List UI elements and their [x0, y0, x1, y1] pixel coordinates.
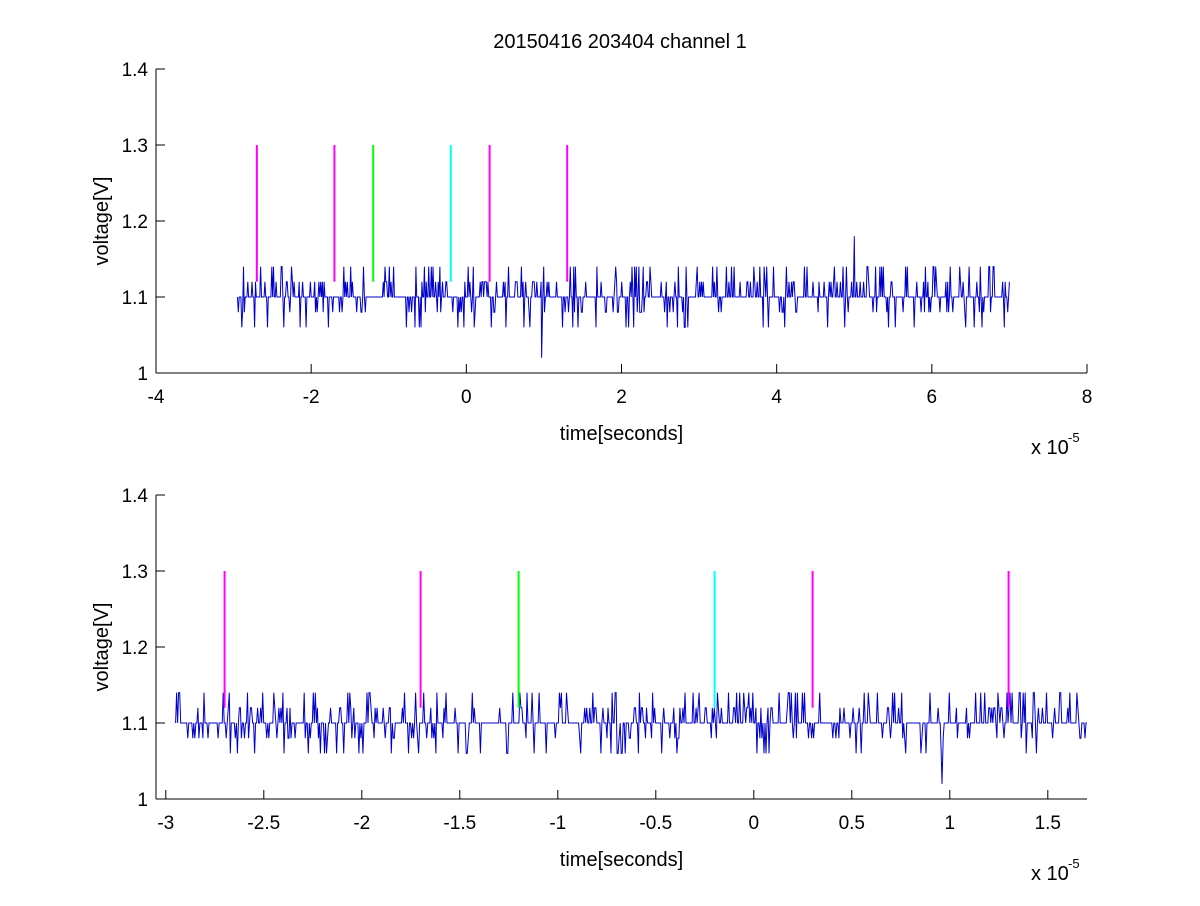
x-tick-label: -0.5 — [639, 813, 672, 834]
x-tick-label: -2.5 — [247, 813, 280, 834]
y-tick-label: 1.3 — [122, 562, 148, 583]
y-tick-label: 1.3 — [122, 136, 148, 157]
x-tick-label: 1 — [945, 813, 956, 834]
x-multiplier-label: x 10 — [1031, 437, 1069, 459]
x-tick-label: -1.5 — [443, 813, 476, 834]
x-tick-label: -4 — [148, 387, 165, 408]
y-tick-label: 1 — [137, 364, 148, 385]
y-tick-label: 1.4 — [122, 486, 149, 507]
x-tick-label: 0 — [749, 813, 760, 834]
x-tick-label: 1.5 — [1035, 813, 1061, 834]
x-multiplier-exponent: -5 — [1068, 856, 1080, 871]
x-tick-label: 4 — [771, 387, 782, 408]
x-tick-label: -1 — [549, 813, 566, 834]
figure-title: 20150416 203404 channel 1 — [493, 31, 747, 53]
y-tick-label: 1.4 — [122, 60, 149, 81]
x-tick-label: -2 — [353, 813, 370, 834]
x-multiplier-exponent: -5 — [1068, 430, 1080, 445]
x-axis-label: time[seconds] — [560, 423, 683, 445]
x-tick-label: 6 — [927, 387, 938, 408]
x-tick-label: 2 — [616, 387, 627, 408]
y-tick-label: 1 — [137, 790, 148, 811]
top-axes: -4 -2 0 2 4 6 8 1 1.1 1.2 1.3 1.4 time[seconds] volta… — [91, 60, 1092, 459]
x-axis-label: time[seconds] — [560, 849, 683, 871]
x-tick-label: -2 — [303, 387, 320, 408]
y-tick-label: 1.1 — [122, 714, 148, 735]
x-multiplier-label: x 10 — [1031, 863, 1069, 885]
y-axis-label: voltage[V] — [91, 603, 113, 692]
y-tick-label: 1.2 — [122, 638, 148, 659]
bottom-axes: -3 -2.5 -2 -1.5 -1 -0.5 0 0.5 1 1.5 1 1.1 1.2 1.3 1.4 t… — [91, 486, 1087, 885]
y-tick-label: 1.1 — [122, 288, 148, 309]
x-tick-label: 8 — [1082, 387, 1093, 408]
x-tick-label: 0 — [461, 387, 472, 408]
x-tick-label: -3 — [157, 813, 174, 834]
y-tick-label: 1.2 — [122, 212, 148, 233]
series-line — [175, 692, 1087, 784]
series-line — [237, 236, 1010, 358]
x-tick-label: 0.5 — [839, 813, 865, 834]
y-axis-label: voltage[V] — [91, 177, 113, 266]
